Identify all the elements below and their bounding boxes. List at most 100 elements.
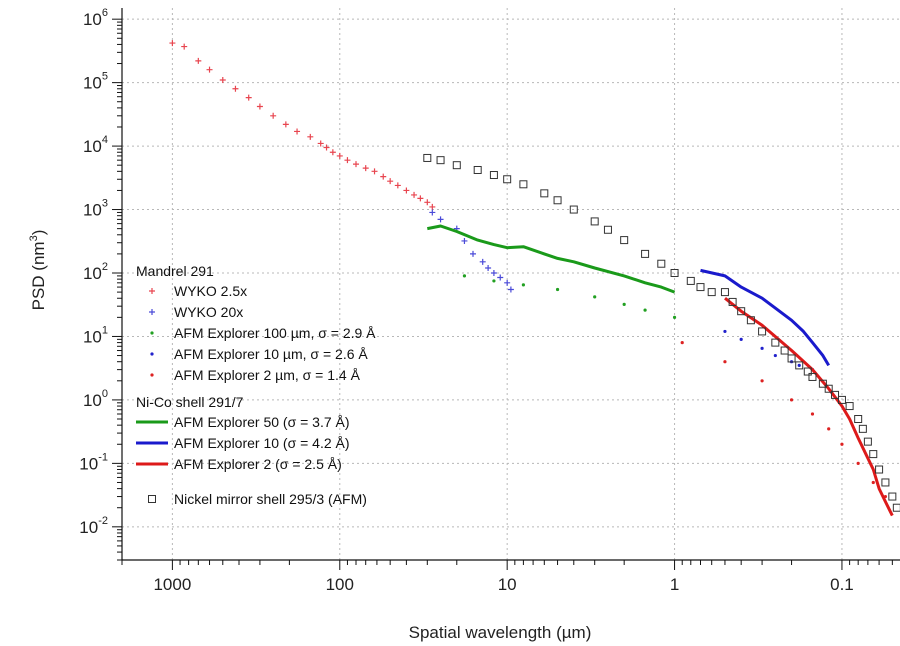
series-7	[724, 297, 894, 517]
y-tick-label: 101	[83, 324, 108, 346]
data-point	[670, 268, 679, 277]
data-point	[739, 337, 743, 341]
legend-swatch	[149, 309, 155, 315]
data-point	[672, 315, 677, 319]
data-point	[461, 237, 468, 244]
data-point	[845, 402, 854, 411]
data-point	[317, 140, 324, 147]
data-point	[797, 363, 801, 367]
y-tick-label: 106	[83, 7, 108, 29]
data-point	[452, 161, 461, 170]
series-8	[423, 153, 900, 512]
data-point	[521, 283, 525, 287]
data-point	[771, 338, 780, 347]
data-point	[643, 308, 647, 312]
data-point	[553, 196, 562, 205]
data-point	[323, 144, 330, 151]
data-point	[282, 121, 289, 128]
data-point	[622, 302, 626, 306]
legend-label: WYKO 20x	[174, 304, 243, 320]
data-point	[424, 199, 431, 206]
data-point	[270, 112, 277, 119]
data-point	[641, 249, 650, 258]
data-point	[492, 279, 496, 283]
data-point	[720, 288, 729, 297]
legend-label: AFM Explorer 10 (σ = 4.2 Å)	[174, 435, 350, 451]
data-point	[707, 288, 716, 297]
data-point	[881, 478, 890, 487]
series-line	[700, 268, 830, 367]
data-point	[195, 57, 202, 64]
data-point	[336, 152, 343, 159]
series-4	[680, 341, 888, 499]
data-point	[489, 171, 498, 180]
data-point	[307, 133, 314, 140]
data-point	[856, 461, 860, 465]
data-point	[620, 236, 629, 245]
data-point	[686, 276, 695, 285]
data-point	[507, 286, 514, 293]
data-point	[657, 259, 666, 268]
data-point	[795, 361, 804, 370]
data-point	[473, 165, 482, 174]
x-tick-label: 1000	[153, 575, 191, 594]
data-point	[803, 367, 812, 376]
data-point	[504, 279, 511, 286]
data-point	[773, 353, 777, 358]
x-tick-label: 0.1	[830, 575, 854, 594]
legend-heading: Ni-Co shell 291/7	[136, 394, 244, 410]
data-point	[519, 180, 528, 189]
data-point	[858, 424, 867, 433]
data-point	[854, 415, 863, 424]
data-point	[555, 287, 560, 292]
series-line	[427, 224, 676, 294]
data-point	[423, 153, 432, 162]
data-point	[417, 195, 424, 202]
legend-swatch	[150, 373, 154, 377]
data-point	[787, 354, 796, 363]
y-tick-label: 100	[83, 388, 108, 410]
data-point	[723, 360, 727, 364]
x-tick-label: 100	[326, 575, 354, 594]
data-point	[869, 450, 878, 459]
data-point	[892, 503, 900, 512]
data-point	[723, 329, 727, 334]
data-point	[569, 205, 578, 214]
data-point	[824, 384, 833, 393]
legend-label: AFM Explorer 2 µm, σ = 1.4 Å	[174, 367, 361, 383]
data-point	[403, 187, 410, 194]
x-tick-label: 1	[670, 575, 679, 594]
series-0	[169, 40, 436, 210]
y-tick-label: 103	[83, 198, 108, 220]
data-point	[169, 40, 176, 47]
series-1	[429, 209, 514, 293]
data-point	[429, 203, 436, 210]
legend-label: AFM Explorer 10 µm, σ = 2.6 Å	[174, 346, 368, 362]
series-2	[462, 274, 677, 319]
y-axis-title: PSD (nm3)	[28, 230, 48, 311]
legend-swatch	[150, 331, 154, 335]
data-point	[780, 346, 789, 355]
legend-heading: Mandrel 291	[136, 263, 214, 279]
data-point	[680, 341, 684, 345]
data-point	[380, 173, 387, 180]
data-point	[818, 379, 827, 388]
data-point	[871, 480, 875, 485]
data-point	[219, 77, 226, 84]
data-point	[808, 372, 817, 381]
legend-swatch	[148, 495, 156, 503]
data-point	[827, 427, 831, 431]
data-point	[256, 103, 263, 110]
legend: Mandrel 291 WYKO 2.5x WYKO 20x AFM Explorer…	[136, 263, 376, 507]
legend-label: WYKO 2.5x	[174, 283, 247, 299]
data-point	[590, 217, 599, 226]
y-tick-label: 105	[83, 71, 108, 93]
data-point	[840, 442, 844, 446]
x-tick-label: 10	[498, 575, 517, 594]
data-point	[294, 128, 301, 135]
data-point	[490, 269, 497, 276]
data-point	[837, 395, 846, 404]
data-point	[760, 346, 764, 350]
data-point	[593, 295, 597, 299]
